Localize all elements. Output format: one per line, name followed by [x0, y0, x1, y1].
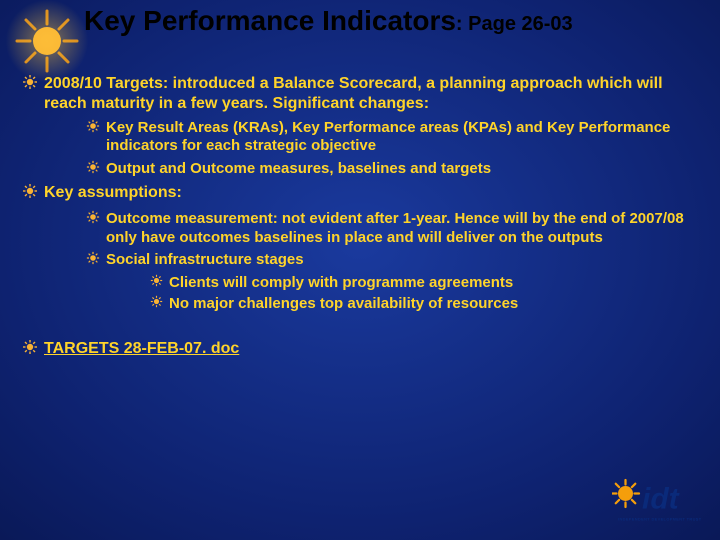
bullet-text: Key Result Areas (KRAs), Key Performance… [106, 119, 702, 156]
sun-bullet-icon [22, 74, 38, 96]
slide-title: Key Performance Indicators: Page 26-03 [84, 6, 710, 37]
title-main: Key Performance Indicators [84, 5, 456, 36]
logo-tagline: INDEPENDENT DEVELOPMENT TRUST [618, 517, 702, 522]
bullet-text: No major challenges top availability of … [169, 295, 518, 313]
bullet-level1: Key assumptions: [22, 183, 702, 205]
sun-bullet-icon [150, 295, 163, 313]
logo-text: idt [642, 483, 681, 516]
sun-bullet-icon [86, 210, 100, 229]
sun-bullet-icon [86, 119, 100, 138]
bullet-level2: Outcome measurement: not evident after 1… [86, 210, 702, 247]
bullet-text: Outcome measurement: not evident after 1… [106, 210, 702, 247]
sun-bullet-icon [22, 339, 38, 361]
slide-body: 2008/10 Targets: introduced a Balance Sc… [22, 74, 702, 366]
bullet-level1: TARGETS 28-FEB-07. doc [22, 339, 702, 361]
sun-bullet-icon [22, 183, 38, 205]
bullet-level2: Key Result Areas (KRAs), Key Performance… [86, 119, 702, 156]
bullet-text: 2008/10 Targets: introduced a Balance Sc… [44, 74, 702, 113]
bullet-level2: Social infrastructure stages [86, 251, 702, 270]
bullet-text: Social infrastructure stages [106, 251, 304, 269]
bullet-level2: Output and Outcome measures, baselines a… [86, 160, 702, 179]
sun-bullet-icon [86, 251, 100, 270]
document-link[interactable]: TARGETS 28-FEB-07. doc [44, 339, 239, 359]
title-suffix: : Page 26-03 [456, 13, 573, 35]
bullet-text: Output and Outcome measures, baselines a… [106, 160, 491, 178]
bullet-text: Clients will comply with programme agree… [169, 274, 513, 292]
sun-bullet-icon [86, 160, 100, 179]
sun-bullet-icon [150, 274, 163, 292]
bullet-text: Key assumptions: [44, 183, 182, 203]
idt-logo: idt INDEPENDENT DEVELOPMENT TRUST [612, 474, 702, 528]
bullet-level3: No major challenges top availability of … [150, 295, 702, 313]
bullet-level1: 2008/10 Targets: introduced a Balance Sc… [22, 74, 702, 113]
bullet-level3: Clients will comply with programme agree… [150, 274, 702, 292]
title-sun-icon [12, 6, 82, 76]
